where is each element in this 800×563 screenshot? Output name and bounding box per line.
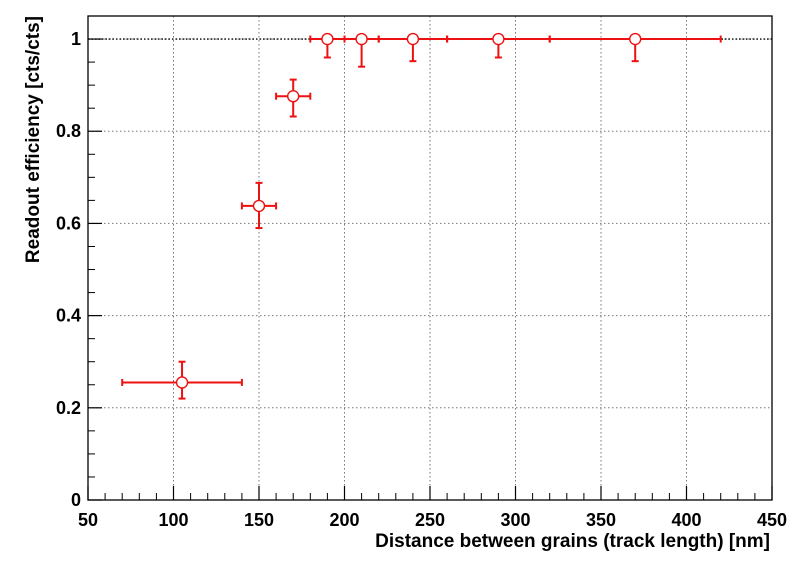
data-marker [492,32,505,46]
y-tick-label: 1 [71,29,81,49]
y-tick-label: 0.6 [56,213,81,233]
x-tick-label: 100 [158,510,188,530]
x-tick-label: 350 [586,510,616,530]
y-tick-label: 0.8 [56,121,81,141]
y-tick-label: 0.4 [56,306,81,326]
data-point [343,32,380,68]
data-marker [406,32,420,46]
data-marker [355,32,368,46]
data-marker [287,90,300,103]
data-point [548,32,722,63]
grid [88,16,772,500]
x-tick-label: 150 [244,510,274,530]
x-tick-label: 400 [671,510,701,530]
x-tick-label: 200 [329,510,359,530]
data-point [377,32,449,63]
x-tick-label: 250 [415,510,445,530]
x-tick-label: 300 [500,510,530,530]
x-tick-label: 50 [78,510,98,530]
y-tick-label: 0.2 [56,398,81,418]
data-point [275,78,312,118]
data-marker [629,32,642,46]
data-point [240,181,278,230]
data-point [309,32,346,59]
data-marker [321,32,334,46]
y-axis-title: Readout efficiency [cts/cts] [23,16,44,263]
x-tick-label: 450 [757,510,787,530]
axis-ticks: 50 100 150 200 250 300 350 400 450 0 0.2 0.4 0.6 0.8 1 [56,29,787,530]
data-point [121,360,243,400]
data-series [121,32,722,400]
data-marker [252,199,266,213]
data-marker [175,376,189,389]
x-axis-title: Distance between grains (track length) [… [375,531,770,552]
data-point [446,32,551,59]
y-tick-label: 0 [71,490,81,510]
